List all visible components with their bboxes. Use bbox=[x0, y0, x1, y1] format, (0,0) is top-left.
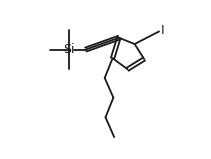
Text: Si: Si bbox=[64, 43, 75, 56]
Text: I: I bbox=[161, 24, 164, 37]
